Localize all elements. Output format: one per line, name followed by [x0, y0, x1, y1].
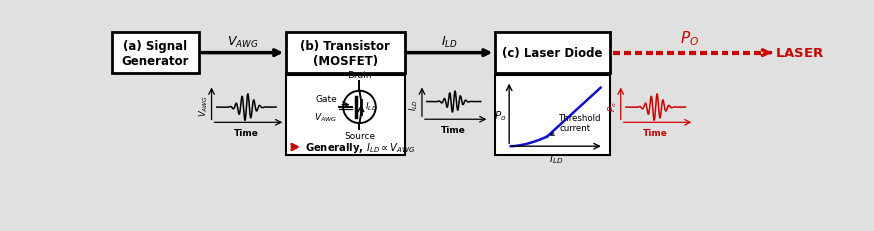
Text: $V_{AWG}$: $V_{AWG}$ — [226, 35, 259, 50]
FancyBboxPatch shape — [286, 33, 405, 74]
Text: $V_{AWG}$: $V_{AWG}$ — [314, 111, 337, 124]
Text: (a) Signal
Generator: (a) Signal Generator — [121, 40, 189, 67]
Text: $I_{LD}$: $I_{LD}$ — [364, 100, 378, 112]
Text: $P_o$: $P_o$ — [494, 109, 506, 122]
Text: $V_{AWG}$: $V_{AWG}$ — [198, 95, 210, 117]
Text: (b) Transistor
(MOSFET): (b) Transistor (MOSFET) — [301, 40, 390, 67]
Text: Drain: Drain — [347, 71, 371, 80]
Text: Gate: Gate — [316, 95, 337, 104]
Text: (c) Laser Diode: (c) Laser Diode — [503, 47, 603, 60]
Text: $P_O$: $P_O$ — [680, 29, 699, 48]
FancyBboxPatch shape — [496, 33, 610, 74]
Text: $P_o$: $P_o$ — [607, 101, 619, 111]
Text: Threshold
current: Threshold current — [551, 113, 602, 136]
Text: Time: Time — [234, 128, 259, 137]
FancyBboxPatch shape — [286, 75, 405, 156]
Text: Time: Time — [643, 128, 668, 137]
Text: Source: Source — [343, 131, 375, 140]
FancyBboxPatch shape — [496, 75, 610, 156]
Text: $I_{LD}$: $I_{LD}$ — [441, 35, 458, 50]
FancyBboxPatch shape — [112, 33, 199, 74]
Text: Time: Time — [441, 125, 466, 134]
Text: $I_{LD}$: $I_{LD}$ — [549, 152, 564, 166]
Text: Generally, $I_{LD} \propto V_{AWG}$: Generally, $I_{LD} \propto V_{AWG}$ — [305, 140, 416, 154]
Text: $\mathit{\mathbf{LASER}}$: $\mathit{\mathbf{LASER}}$ — [775, 47, 824, 60]
Text: $I_{LD}$: $I_{LD}$ — [408, 98, 420, 110]
